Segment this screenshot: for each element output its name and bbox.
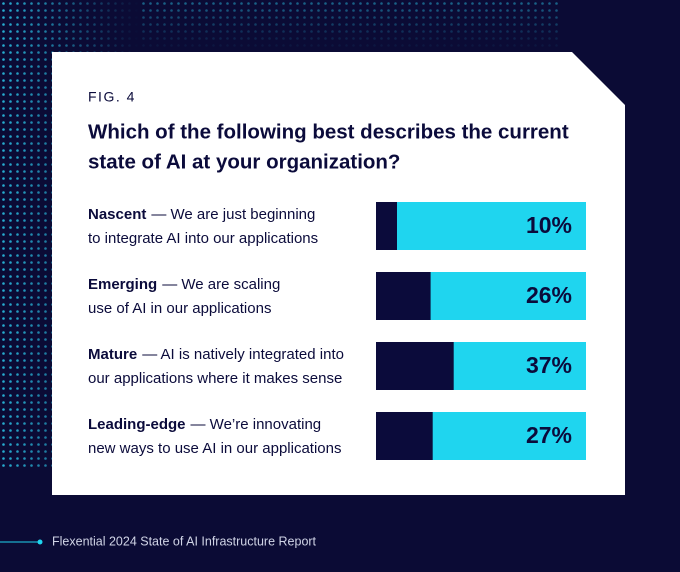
footer-dot	[37, 539, 43, 545]
category-description: — We are just beginning	[151, 206, 315, 223]
bar-track	[376, 202, 586, 250]
category-label: Leading-edge	[88, 416, 186, 433]
value-label: 26%	[526, 282, 572, 308]
source: Flexential 2024 State of AI Infrastructu…	[52, 534, 317, 548]
category-description: use of AI in our applications	[88, 300, 271, 317]
category-description: new ways to use AI in our applications	[88, 440, 341, 457]
category-label: Mature	[88, 346, 137, 363]
category-description: our applications where it makes sense	[88, 370, 342, 387]
bar	[376, 202, 397, 250]
dot-pattern	[140, 0, 560, 52]
category-text: Emerging — We are scaling	[88, 276, 280, 293]
category-label: Nascent	[88, 206, 146, 223]
value-label: 10%	[526, 212, 572, 238]
category-text: Mature — AI is natively integrated into	[88, 346, 344, 363]
value-label: 27%	[526, 422, 572, 448]
chart-title: Which of the following best describes th…	[88, 120, 569, 143]
bar	[376, 342, 454, 390]
category-text: Nascent — We are just beginning	[88, 206, 315, 223]
chart-title: state of AI at your organization?	[88, 150, 400, 173]
category-text: Leading-edge — We’re innovating	[88, 416, 321, 433]
fig-label: FIG. 4	[88, 89, 136, 105]
category-description: — AI is natively integrated into	[142, 346, 344, 363]
bar	[376, 272, 431, 320]
category-description: to integrate AI into our applications	[88, 230, 318, 247]
category-description: — We’re innovating	[191, 416, 322, 433]
category-description: — We are scaling	[162, 276, 280, 293]
bar	[376, 412, 433, 460]
value-label: 37%	[526, 352, 572, 378]
category-label: Emerging	[88, 276, 157, 293]
